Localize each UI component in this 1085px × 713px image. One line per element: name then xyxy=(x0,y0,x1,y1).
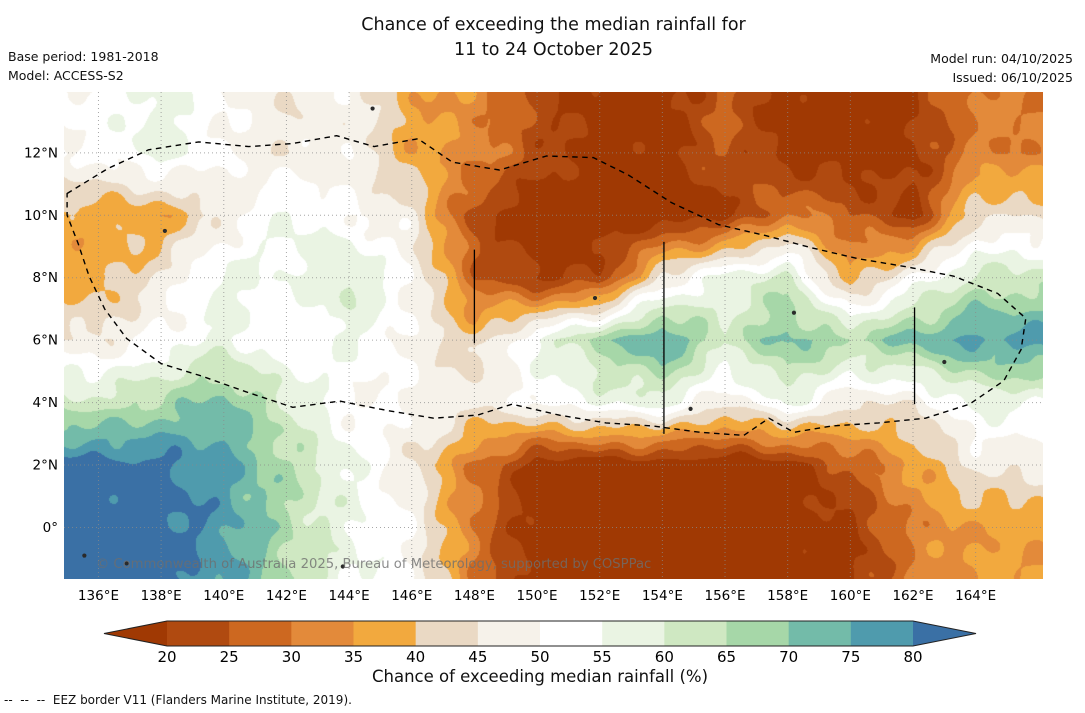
colorbar-tick-label: 45 xyxy=(468,648,487,666)
lon-label: 160°E xyxy=(830,588,871,604)
colorbar-caption: Chance of exceeding median rainfall (%) xyxy=(371,667,709,686)
title-line2: 11 to 24 October 2025 xyxy=(454,40,653,61)
colorbar-tick-label: 80 xyxy=(903,648,922,666)
colorbar-segment xyxy=(229,621,292,646)
lat-label: 8°N xyxy=(33,270,58,286)
colorbar-segment xyxy=(415,621,479,646)
run-metadata-right: Model run: 04/10/2025 Issued: 06/10/2025 xyxy=(930,50,1073,88)
lon-label: 146°E xyxy=(391,588,432,604)
lon-label: 148°E xyxy=(454,588,495,604)
colorbar-segment xyxy=(477,621,541,646)
title-line1: Chance of exceeding the median rainfall … xyxy=(361,15,746,35)
colorbar-tick-label: 50 xyxy=(530,648,549,666)
colorbar-segment xyxy=(167,621,230,646)
colorbar-tick-label: 65 xyxy=(717,648,736,666)
colorbar-segment xyxy=(726,621,790,646)
lon-label: 144°E xyxy=(329,588,370,604)
model-name-text: Model: ACCESS-S2 xyxy=(8,67,124,83)
lon-label: 154°E xyxy=(642,588,683,604)
colorbar-arrow-right xyxy=(913,621,976,646)
colorbar-tick-label: 35 xyxy=(344,648,363,666)
colorbar-tick-label: 55 xyxy=(593,648,612,666)
lon-label: 152°E xyxy=(579,588,620,604)
eez-footnote: -- -- -- EEZ border V11 (Flanders Marine… xyxy=(4,693,352,707)
run-metadata-left: Base period: 1981-2018 Model: ACCESS-S2 xyxy=(8,48,159,86)
model-run-date-text: Model run: 04/10/2025 xyxy=(930,51,1073,66)
rainfall-probability-field xyxy=(64,92,1043,579)
lon-label: 162°E xyxy=(892,588,933,604)
issued-date-text: Issued: 06/10/2025 xyxy=(952,69,1074,85)
colorbar-segment xyxy=(353,621,417,646)
figure-title: Chance of exceeding the median rainfall … xyxy=(64,13,1043,64)
colorbar-tick-label: 60 xyxy=(655,648,674,666)
lon-label: 156°E xyxy=(704,588,745,604)
colorbar-segment xyxy=(602,621,665,646)
base-period-text: Base period: 1981-2018 xyxy=(8,49,159,64)
lat-label: 12°N xyxy=(24,145,58,161)
lat-label: 0° xyxy=(43,520,58,536)
colorbar-segment xyxy=(540,621,603,646)
colorbar-arrow-left xyxy=(104,621,167,646)
colorbar-outline xyxy=(103,620,977,647)
lat-label: 10°N xyxy=(24,208,58,224)
copyright-watermark: © Commonwealth of Australia 2025, Bureau… xyxy=(96,557,652,572)
lat-label: 4°N xyxy=(33,395,58,411)
lat-label: 6°N xyxy=(33,333,58,349)
colorbar-segment xyxy=(850,621,914,646)
lon-label: 140°E xyxy=(203,588,244,604)
lon-label: 164°E xyxy=(955,588,996,604)
colorbar-segment xyxy=(291,621,354,646)
lon-label: 150°E xyxy=(517,588,558,604)
lon-label: 142°E xyxy=(266,588,307,604)
colorbar-tick-label: 20 xyxy=(157,648,176,666)
colorbar-tick-label: 25 xyxy=(220,648,239,666)
colorbar-segment xyxy=(788,621,852,646)
colorbar-segment xyxy=(664,621,727,646)
colorbar-tick-label: 75 xyxy=(841,648,860,666)
lat-label: 2°N xyxy=(33,458,58,474)
colorbar-tick-label: 40 xyxy=(406,648,425,666)
lon-label: 138°E xyxy=(141,588,182,604)
lon-label: 158°E xyxy=(767,588,808,604)
colorbar-tick-label: 30 xyxy=(282,648,301,666)
colorbar-tick-label: 70 xyxy=(779,648,798,666)
lon-label: 136°E xyxy=(78,588,119,604)
